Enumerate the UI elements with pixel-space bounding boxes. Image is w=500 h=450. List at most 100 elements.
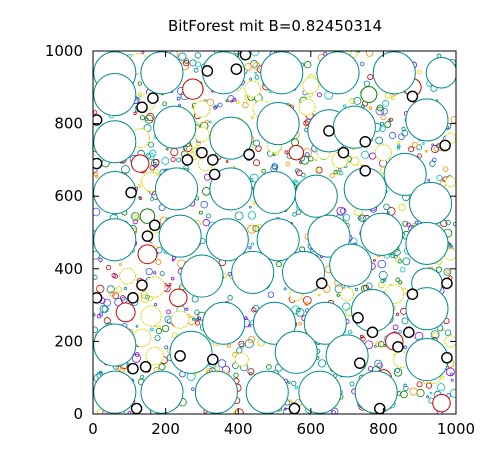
small-circle (198, 210, 203, 215)
large-circle (209, 167, 253, 211)
small-circle (275, 261, 282, 268)
small-circle (146, 113, 155, 122)
x-tick-label: 200 (151, 420, 180, 438)
large-circle (256, 102, 300, 146)
small-circle (98, 312, 104, 317)
small-circle (408, 146, 415, 153)
large-circle (205, 218, 249, 262)
small-circle (450, 116, 456, 124)
small-circle (365, 51, 374, 57)
small-circle (398, 133, 405, 141)
small-circle (247, 224, 257, 234)
small-circle (93, 312, 96, 317)
large-circle (298, 370, 342, 414)
small-circle (445, 269, 451, 275)
small-circle (314, 158, 317, 162)
small-circle (425, 149, 428, 153)
small-circle (103, 298, 112, 307)
small-circle (98, 257, 103, 262)
large-circle (405, 221, 449, 265)
medium-circle (140, 305, 162, 327)
small-circle (373, 258, 376, 262)
small-circle (137, 81, 142, 86)
small-circle (293, 179, 298, 184)
small-circle (250, 115, 255, 120)
small-circle (409, 387, 418, 396)
small-circle (242, 101, 249, 109)
small-circle (394, 367, 401, 373)
small-circle (197, 316, 202, 321)
small-circle (392, 324, 399, 331)
small-circle (442, 166, 449, 173)
small-circle (359, 334, 364, 339)
small-circle (284, 407, 287, 411)
large-circle (360, 212, 404, 256)
small-circle (106, 285, 115, 294)
small-circle (378, 341, 385, 348)
medium-circle (182, 78, 204, 100)
small-circle (401, 130, 409, 137)
small-circle (131, 353, 141, 363)
small-circle (139, 115, 145, 121)
black-ring (392, 341, 404, 353)
small-circle (200, 200, 209, 209)
small-circle (450, 388, 456, 398)
small-circle (439, 375, 445, 380)
small-circle (287, 380, 291, 384)
small-circle (291, 380, 297, 386)
medium-circle (340, 287, 355, 302)
large-circle (158, 214, 202, 258)
small-circle (111, 273, 117, 278)
small-circle (225, 160, 229, 163)
black-ring (323, 125, 335, 137)
small-circle (295, 308, 305, 317)
small-circle (115, 286, 123, 293)
small-circle (298, 321, 302, 326)
small-circle (353, 96, 362, 105)
small-circle (158, 363, 166, 371)
small-circle (176, 157, 182, 163)
small-circle (388, 117, 393, 122)
small-circle (431, 143, 435, 147)
small-circle (154, 335, 161, 342)
small-circle (247, 211, 257, 220)
small-circle (195, 320, 200, 326)
small-circle (403, 345, 408, 350)
small-circle (336, 293, 340, 297)
small-circle (300, 172, 306, 178)
small-circle (249, 77, 253, 81)
small-circle (294, 385, 298, 390)
small-circle (304, 301, 309, 306)
small-circle (400, 390, 408, 399)
small-circle (118, 262, 122, 266)
small-circle (250, 51, 260, 57)
small-circle (402, 220, 409, 227)
large-circle (194, 370, 238, 414)
large-circle (169, 330, 213, 374)
small-circle (304, 61, 312, 69)
medium-circle (444, 247, 456, 261)
small-circle (296, 169, 303, 177)
small-circle (308, 156, 314, 162)
small-circle (209, 120, 212, 124)
large-circle (409, 181, 453, 226)
large-circle (350, 288, 395, 333)
small-circle (238, 340, 245, 348)
small-circle (161, 156, 170, 165)
small-circle (93, 207, 101, 217)
large-circle (153, 105, 197, 149)
small-circle (402, 257, 411, 266)
y-tick-label: 400 (54, 260, 83, 278)
large-circle (260, 51, 304, 95)
large-circle (93, 120, 137, 164)
small-circle (127, 411, 132, 414)
small-circle (444, 329, 452, 336)
small-circle (379, 125, 386, 133)
small-circle (130, 211, 140, 221)
small-circle (292, 212, 297, 217)
medium-circle (170, 310, 190, 329)
small-circle (247, 336, 256, 344)
small-circle (195, 61, 202, 68)
small-circle (135, 325, 139, 328)
